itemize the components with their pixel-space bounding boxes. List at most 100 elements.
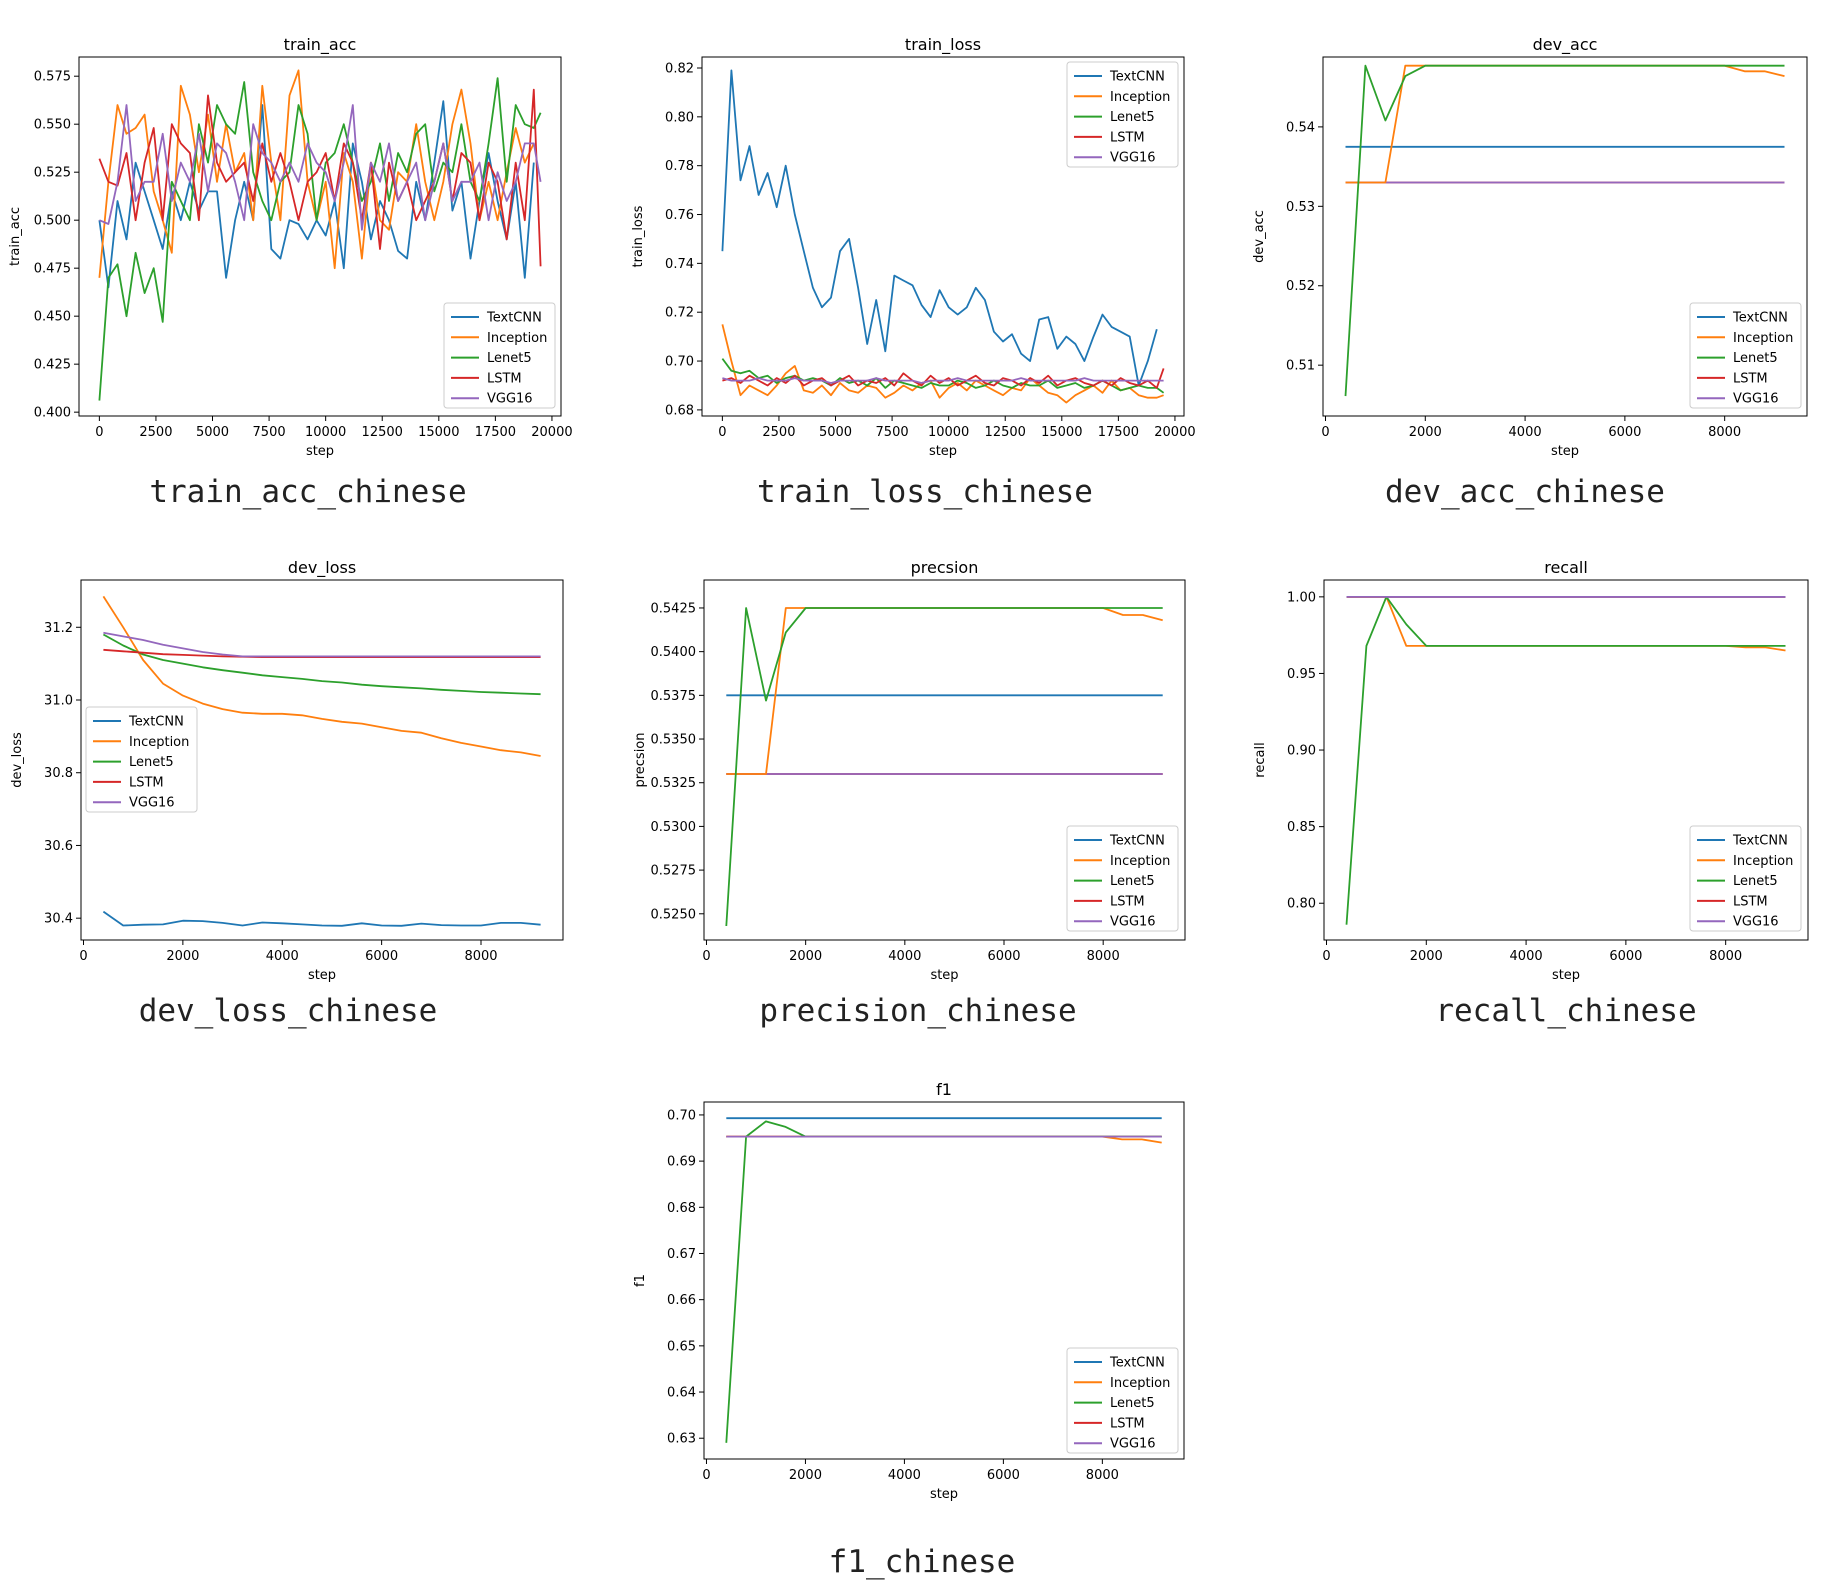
legend-label: VGG16 (1110, 915, 1156, 930)
y-axis-label: train_loss (631, 205, 646, 267)
legend-label: Lenet5 (1110, 874, 1155, 889)
y-tick-label: 0.68 (665, 403, 694, 418)
y-tick-label: 0.70 (667, 1108, 696, 1123)
x-tick-label: 2500 (139, 425, 172, 440)
x-tick-label: 10000 (928, 425, 969, 440)
legend-label: LSTM (1733, 894, 1768, 909)
x-tick-label: 4000 (266, 949, 299, 964)
y-tick-label: 0.80 (665, 110, 694, 125)
legend: TextCNN Inception Lenet5 LSTM VGG16 (1689, 302, 1802, 409)
legend-frame (1066, 825, 1179, 932)
legend-label: VGG16 (1110, 1437, 1156, 1452)
y-tick-label: 30.6 (44, 839, 73, 854)
chart-dev-loss: 0 2000 4000 6000 8000 30.4 30.6 30.8 31.0 31.2 dev… (10, 558, 564, 983)
y-tick-label: 0.5375 (651, 689, 697, 704)
legend-label: VGG16 (487, 392, 533, 407)
legend-label: Inception (1110, 1376, 1170, 1391)
x-tick-label: 15000 (418, 425, 459, 440)
x-tick-label: 6000 (1608, 425, 1641, 440)
x-tick-label: 2000 (789, 1468, 822, 1483)
x-tick-label: 4000 (888, 1468, 921, 1483)
chart-title: precsion (911, 558, 979, 577)
x-tick-label: 0 (1322, 949, 1330, 964)
series-line-vgg16 (103, 631, 541, 658)
y-axis-label: train_acc (8, 207, 23, 266)
x-tick-label: 2000 (166, 949, 199, 964)
y-tick-label: 0.54 (1286, 120, 1315, 135)
x-axis-label: step (1551, 444, 1579, 459)
legend: TextCNN Inception Lenet5 LSTM VGG16 (1689, 825, 1802, 932)
y-tick-label: 0.425 (34, 358, 71, 373)
legend: TextCNN Inception Lenet5 LSTM VGG16 (1066, 61, 1179, 168)
legend-label: Lenet5 (487, 351, 532, 366)
y-tick-label: 0.80 (1287, 897, 1316, 912)
y-tick-label: 0.450 (34, 310, 71, 325)
x-tick-label: 6000 (1609, 949, 1642, 964)
legend-label: Inception (487, 331, 547, 346)
x-tick-label: 2000 (1409, 425, 1442, 440)
y-tick-label: 0.5325 (651, 776, 697, 791)
legend-label: LSTM (1110, 1416, 1145, 1431)
y-tick-label: 0.63 (667, 1432, 696, 1447)
y-tick-label: 0.5350 (651, 733, 697, 748)
chart-recall: 0 2000 4000 6000 8000 0.80 0.85 0.90 0.95 1.00 rec… (1253, 558, 1809, 983)
x-axis-label: step (929, 444, 957, 459)
y-tick-label: 30.4 (44, 912, 73, 927)
caption-dev-loss: dev_loss_chinese (138, 993, 438, 1029)
x-axis-label: step (930, 968, 958, 983)
x-tick-label: 2500 (762, 425, 795, 440)
series-line-lenet5 (725, 607, 1163, 927)
series-line-vgg16 (99, 104, 542, 231)
legend-label: Lenet5 (1110, 1396, 1155, 1411)
series-group (725, 1117, 1162, 1443)
x-tick-label: 8000 (1708, 425, 1741, 440)
legend-label: VGG16 (1733, 915, 1779, 930)
y-tick-label: 0.5400 (651, 645, 697, 660)
x-tick-label: 0 (95, 425, 103, 440)
chart-title: f1 (936, 1080, 952, 1099)
caption-dev-acc: dev_acc_chinese (1385, 474, 1665, 510)
legend-label: TextCNN (1732, 834, 1788, 849)
x-tick-label: 0 (79, 949, 87, 964)
series-line-vgg16 (722, 377, 1164, 384)
x-tick-label: 0 (702, 949, 710, 964)
legend-label: Inception (1733, 331, 1793, 346)
y-tick-label: 0.400 (34, 406, 71, 421)
y-axis-label: recall (1253, 742, 1268, 777)
x-tick-label: 8000 (1086, 1468, 1119, 1483)
legend-label: Lenet5 (1733, 874, 1778, 889)
legend: TextCNN Inception Lenet5 LSTM VGG16 (85, 706, 198, 813)
y-tick-label: 0.51 (1286, 359, 1315, 374)
series-group (102, 595, 541, 927)
series-group (1345, 596, 1786, 925)
y-tick-label: 0.70 (665, 355, 694, 370)
series-group (98, 69, 542, 401)
series-line-lenet5 (102, 633, 541, 696)
legend-label: LSTM (487, 371, 522, 386)
series-group (1344, 64, 1785, 397)
y-tick-label: 0.68 (667, 1201, 696, 1216)
legend-label: VGG16 (1733, 392, 1779, 407)
legend-label: TextCNN (1109, 1356, 1165, 1371)
x-tick-label: 6000 (987, 949, 1020, 964)
chart-f1: 0 2000 4000 6000 8000 0.63 0.64 0.65 0.66 0.67 0.6… (633, 1080, 1185, 1502)
series-line-textcnn (721, 69, 1158, 387)
legend-label: TextCNN (1109, 70, 1165, 85)
y-tick-label: 0.74 (665, 257, 694, 272)
y-axis-label: f1 (633, 1274, 648, 1287)
y-tick-label: 0.76 (665, 208, 694, 223)
legend: TextCNN Inception Lenet5 LSTM VGG16 (443, 302, 556, 409)
y-axis-label: precsion (633, 732, 648, 787)
x-tick-label: 6000 (365, 949, 398, 964)
legend-label: Lenet5 (1733, 351, 1778, 366)
x-axis-label: step (1552, 968, 1580, 983)
y-tick-label: 0.5275 (651, 864, 697, 879)
legend: TextCNN Inception Lenet5 LSTM VGG16 (1066, 1347, 1179, 1454)
chart-title: train_loss (905, 35, 981, 55)
y-tick-label: 0.5300 (651, 820, 697, 835)
legend-label: LSTM (1110, 894, 1145, 909)
series-line-textcnn (102, 910, 541, 927)
legend-label: Inception (1110, 90, 1170, 105)
y-tick-label: 30.8 (44, 766, 73, 781)
